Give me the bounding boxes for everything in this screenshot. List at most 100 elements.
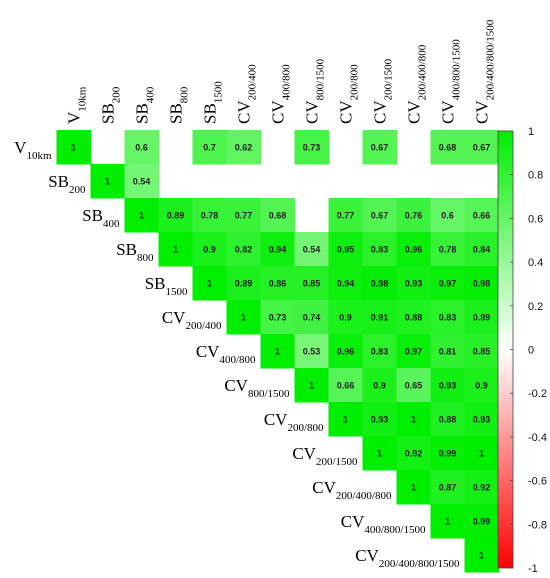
row-label: CV400/800/1500 (341, 512, 426, 536)
colorbar-tick-label: -0.6 (528, 476, 547, 488)
heatmap-cell (362, 300, 397, 335)
column-label: CV400/800/1500 (439, 39, 463, 124)
heatmap-cell (294, 300, 329, 335)
heatmap-cell (192, 198, 227, 233)
row-label: CV200/400/800/1500 (355, 546, 460, 570)
heatmap-cell (430, 334, 465, 369)
cell-value-label: 0.85 (473, 347, 491, 357)
heatmap-cell (328, 368, 363, 403)
colorbar-tick-label: 1 (528, 126, 534, 138)
column-label: SB800 (167, 86, 191, 124)
cell-value-label: 1 (377, 449, 382, 459)
cell-value-label: 0.66 (337, 381, 355, 391)
row-label: V10km (14, 138, 52, 162)
cell-value-label: 0.6 (135, 143, 148, 153)
heatmap-cell (430, 198, 465, 233)
heatmap-cell (396, 300, 431, 335)
cell-value-label: 1 (275, 347, 280, 357)
cell-value-label: 0.89 (235, 279, 253, 289)
column-label: CV200/800 (337, 64, 361, 124)
cell-value-label: 0.97 (405, 347, 423, 357)
heatmap-cell (328, 402, 363, 437)
cell-value-label: 1 (241, 313, 246, 323)
colorbar-tick-label: -0.4 (528, 432, 547, 444)
heatmap-cell (396, 334, 431, 369)
row-label: CV400/800 (196, 342, 256, 366)
cell-value-label: 0.93 (439, 381, 457, 391)
cell-value-label: 1 (411, 415, 416, 425)
cell-value-label: 0.77 (235, 211, 253, 221)
colorbar-tick-label: 0.2 (528, 301, 543, 313)
heatmap-cells (56, 130, 499, 573)
heatmap-cell (294, 334, 329, 369)
heatmap-cell (396, 232, 431, 267)
column-label: CV200/400 (235, 64, 259, 124)
colorbar-tick-label: -0.8 (528, 519, 547, 531)
colorbar-tick-label: 0.4 (528, 257, 543, 269)
cell-value-label: 1 (207, 279, 212, 289)
heatmap-cell (464, 436, 499, 471)
cell-value-label: 0.67 (473, 143, 491, 153)
heatmap-cell (226, 130, 261, 165)
cell-value-label: 0.94 (337, 279, 355, 289)
cell-value-label: 0.73 (269, 313, 287, 323)
heatmap-cell (464, 538, 499, 573)
heatmap-cell (362, 402, 397, 437)
cell-value-label: 1 (445, 517, 450, 527)
colorbar-tick-label: 0 (528, 345, 534, 357)
row-label: SB400 (82, 206, 120, 230)
cell-value-label: 0.98 (371, 279, 389, 289)
cell-value-label: 0.7 (203, 143, 216, 153)
column-label: SB1500 (201, 81, 225, 124)
heatmap-cell (192, 232, 227, 267)
heatmap-cell (226, 266, 261, 301)
row-labels: V10km SB200 SB400 SB800 SB1500 CV200/400 CV400… (14, 138, 460, 570)
heatmap-cell (124, 130, 159, 165)
heatmap-cell (294, 130, 329, 165)
cell-value-label: 0.93 (405, 279, 423, 289)
heatmap-cell (464, 402, 499, 437)
cell-value-label: 0.76 (405, 211, 423, 221)
cell-value-label: 1 (173, 245, 178, 255)
row-label: CV200/800 (264, 410, 324, 434)
row-label: SB800 (116, 240, 154, 264)
heatmap-cell (362, 232, 397, 267)
heatmap-cell (260, 198, 295, 233)
cell-value-label: 0.74 (303, 313, 321, 323)
heatmap-cell (328, 300, 363, 335)
heatmap-cell (158, 198, 193, 233)
heatmap-cell (90, 164, 125, 199)
column-label: CV200/400/800/1500 (473, 19, 497, 124)
column-label: V10km (65, 86, 89, 124)
heatmap-cell (328, 232, 363, 267)
cell-value-label: 0.9 (475, 381, 488, 391)
cell-value-label: 0.93 (473, 415, 491, 425)
heatmap-cell (464, 198, 499, 233)
row-label: CV200/400/800 (312, 478, 392, 502)
heatmap-cell (294, 368, 329, 403)
column-label: CV400/800 (269, 64, 293, 124)
heatmap-cell (362, 198, 397, 233)
cell-value-label: 1 (343, 415, 348, 425)
heatmap-cell (396, 436, 431, 471)
cell-value-label: 0.92 (405, 449, 423, 459)
column-label: CV200/1500 (371, 58, 395, 124)
cell-value-label: 0.88 (405, 313, 423, 323)
cell-value-label: 0.78 (201, 211, 219, 221)
column-labels: V10km SB200 SB400 SB800 SB1500 CV200/400 CV400… (65, 19, 497, 124)
heatmap-cell (362, 334, 397, 369)
cell-value-label: 0.73 (303, 143, 321, 153)
heatmap-cell (294, 232, 329, 267)
cell-value-label: 0.54 (133, 177, 151, 187)
cell-value-label: 0.67 (371, 143, 389, 153)
cell-value-label: 0.53 (303, 347, 321, 357)
cell-value-label: 0.98 (473, 279, 491, 289)
heatmap-cell (56, 130, 91, 165)
cell-value-label: 0.9 (373, 381, 386, 391)
heatmap-cell (260, 266, 295, 301)
heatmap-cell (396, 368, 431, 403)
heatmap-cell (260, 232, 295, 267)
cell-value-label: 0.87 (439, 483, 457, 493)
row-label: SB200 (48, 172, 86, 196)
cell-value-label: 0.67 (371, 211, 389, 221)
